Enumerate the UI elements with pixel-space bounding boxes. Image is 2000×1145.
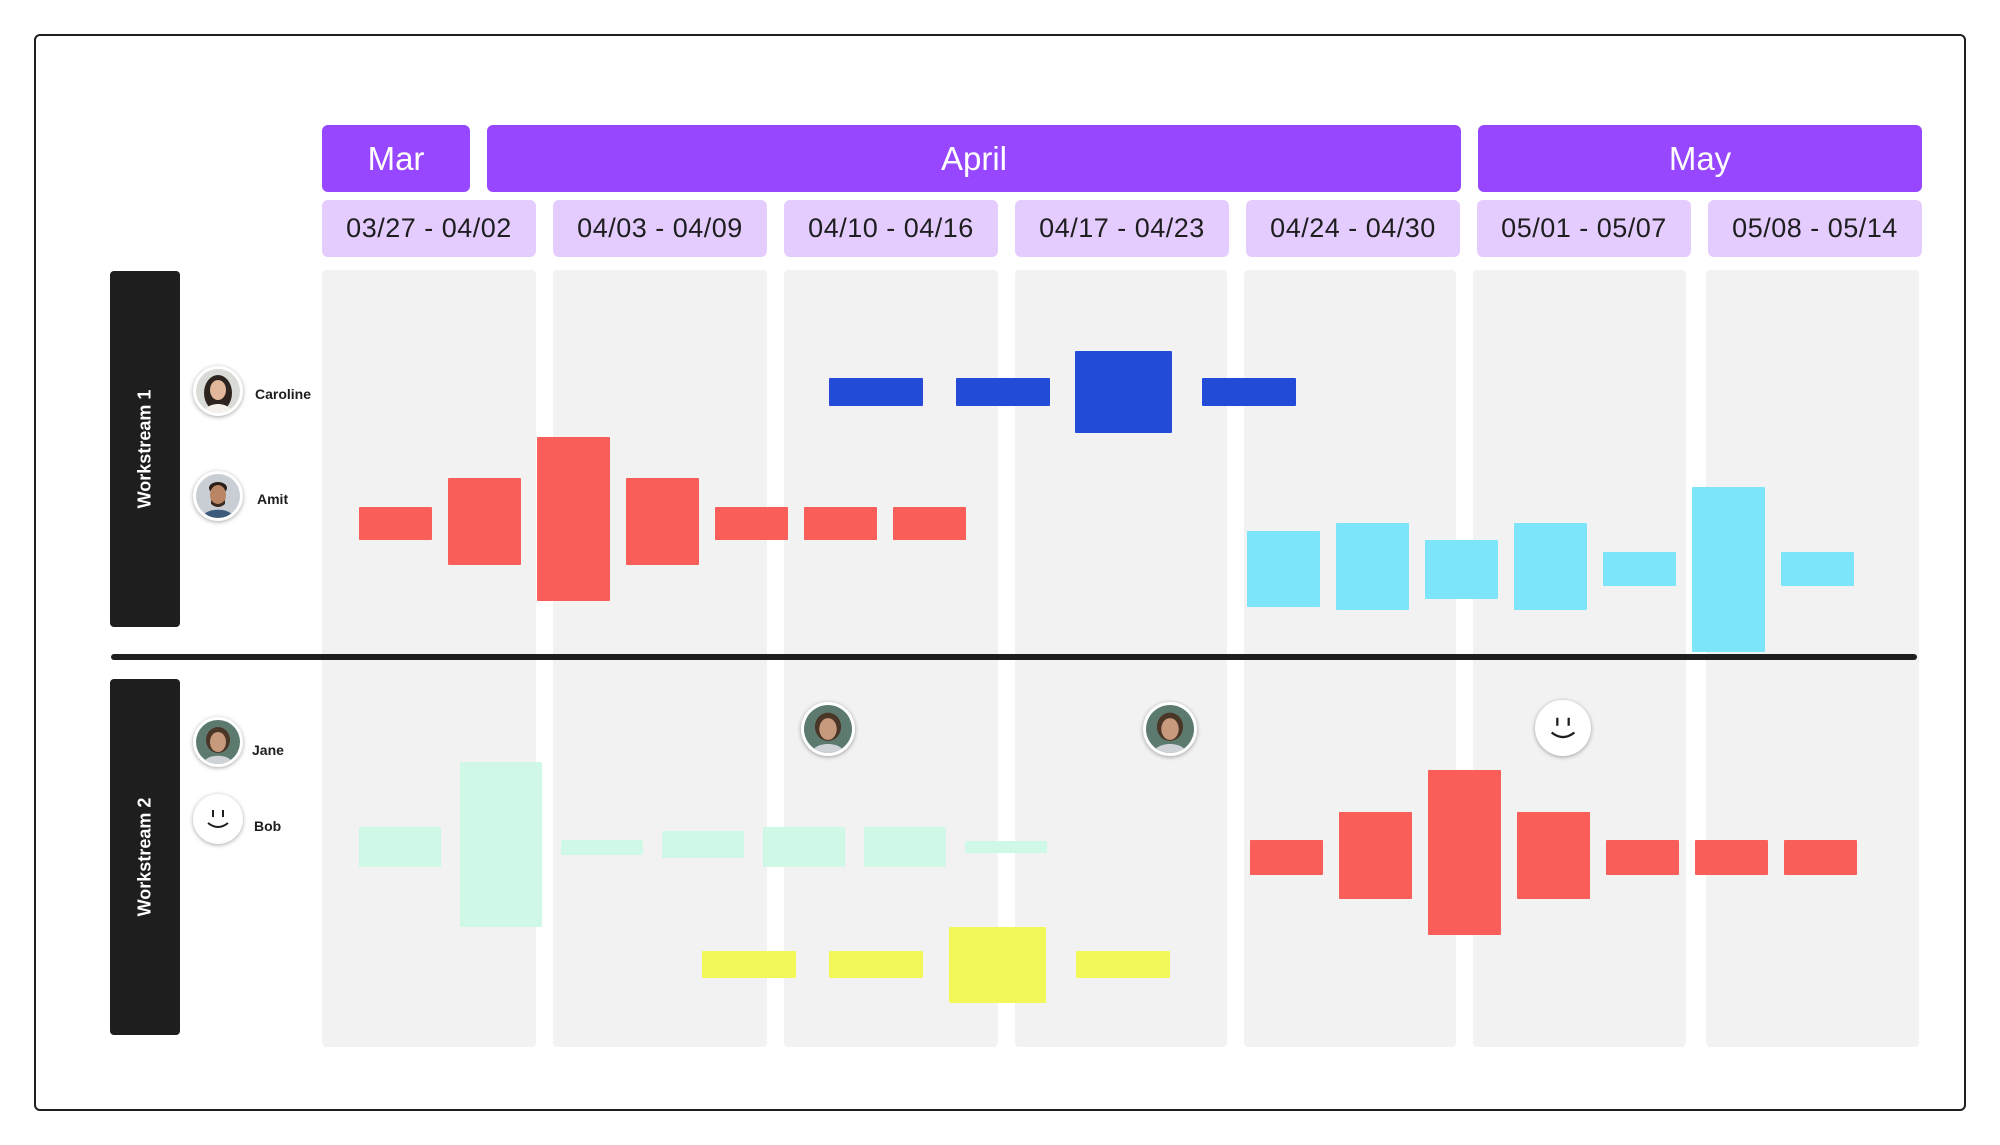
timeline-bar bbox=[829, 378, 923, 406]
timeline-bar bbox=[662, 831, 744, 858]
timeline-bar bbox=[949, 927, 1046, 1003]
week-header: 04/10 - 04/16 bbox=[784, 200, 998, 257]
timeline-bar bbox=[1075, 351, 1172, 433]
month-header-april: April bbox=[487, 125, 1461, 192]
month-header-may: May bbox=[1478, 125, 1922, 192]
week-header: 04/24 - 04/30 bbox=[1246, 200, 1460, 257]
week-header: 04/03 - 04/09 bbox=[553, 200, 767, 257]
person-name: Bob bbox=[254, 818, 282, 834]
week-header: 04/17 - 04/23 bbox=[1015, 200, 1229, 257]
smiley-face-icon bbox=[193, 794, 243, 844]
week-header: 05/08 - 05/14 bbox=[1708, 200, 1922, 257]
timeline-bar bbox=[1695, 840, 1768, 875]
timeline-bar bbox=[702, 951, 796, 978]
timeline-bar bbox=[1603, 552, 1676, 586]
workstream-2-label: Workstream 2 bbox=[110, 679, 180, 1035]
workstream-1-text: Workstream 1 bbox=[134, 389, 155, 509]
workstream-divider bbox=[111, 654, 1917, 660]
timeline-bar bbox=[965, 841, 1047, 853]
timeline-bar bbox=[893, 507, 966, 540]
person-name: Jane bbox=[252, 742, 284, 758]
timeline-bar bbox=[1517, 812, 1590, 899]
woman-portrait-icon bbox=[1143, 702, 1197, 756]
timeline-bar bbox=[1202, 378, 1296, 406]
woman-portrait-icon bbox=[193, 366, 243, 416]
timeline-bar bbox=[1784, 840, 1857, 875]
timeline-bar bbox=[1781, 552, 1854, 586]
workstream-2-text: Workstream 2 bbox=[134, 797, 155, 917]
smiley-face-icon bbox=[1535, 700, 1591, 756]
timeline-bar bbox=[1339, 812, 1412, 899]
timeline-bar bbox=[1514, 523, 1587, 610]
timeline-bar bbox=[626, 478, 699, 565]
timeline-bar bbox=[804, 507, 877, 540]
timeline-bar bbox=[460, 762, 542, 927]
timeline-bar bbox=[864, 827, 946, 867]
week-header: 03/27 - 04/02 bbox=[322, 200, 536, 257]
workstream-1-label: Workstream 1 bbox=[110, 271, 180, 627]
person-name: Amit bbox=[257, 491, 289, 507]
woman-portrait-icon bbox=[801, 702, 855, 756]
timeline-bar bbox=[359, 507, 432, 540]
woman-portrait-icon bbox=[193, 717, 243, 767]
timeline-bar bbox=[1606, 840, 1679, 875]
timeline-bar bbox=[537, 437, 610, 601]
timeline-bar bbox=[448, 478, 521, 565]
timeline-bar bbox=[1076, 951, 1170, 978]
timeline-bar bbox=[763, 827, 845, 867]
timeline-bar bbox=[1425, 540, 1498, 599]
man-portrait-icon bbox=[193, 471, 243, 521]
month-header-mar: Mar bbox=[322, 125, 470, 192]
timeline-bar bbox=[829, 951, 923, 978]
week-header: 05/01 - 05/07 bbox=[1477, 200, 1691, 257]
timeline-bar bbox=[715, 507, 788, 540]
timeline-bar bbox=[359, 827, 441, 867]
timeline-bar bbox=[1250, 840, 1323, 875]
timeline-bar bbox=[1247, 531, 1320, 607]
timeline-bar bbox=[1692, 487, 1765, 652]
timeline-bar bbox=[1336, 523, 1409, 610]
timeline-bar bbox=[956, 378, 1050, 406]
timeline-bar bbox=[561, 840, 643, 855]
timeline-bar bbox=[1428, 770, 1501, 935]
person-name: Caroline bbox=[255, 386, 312, 402]
